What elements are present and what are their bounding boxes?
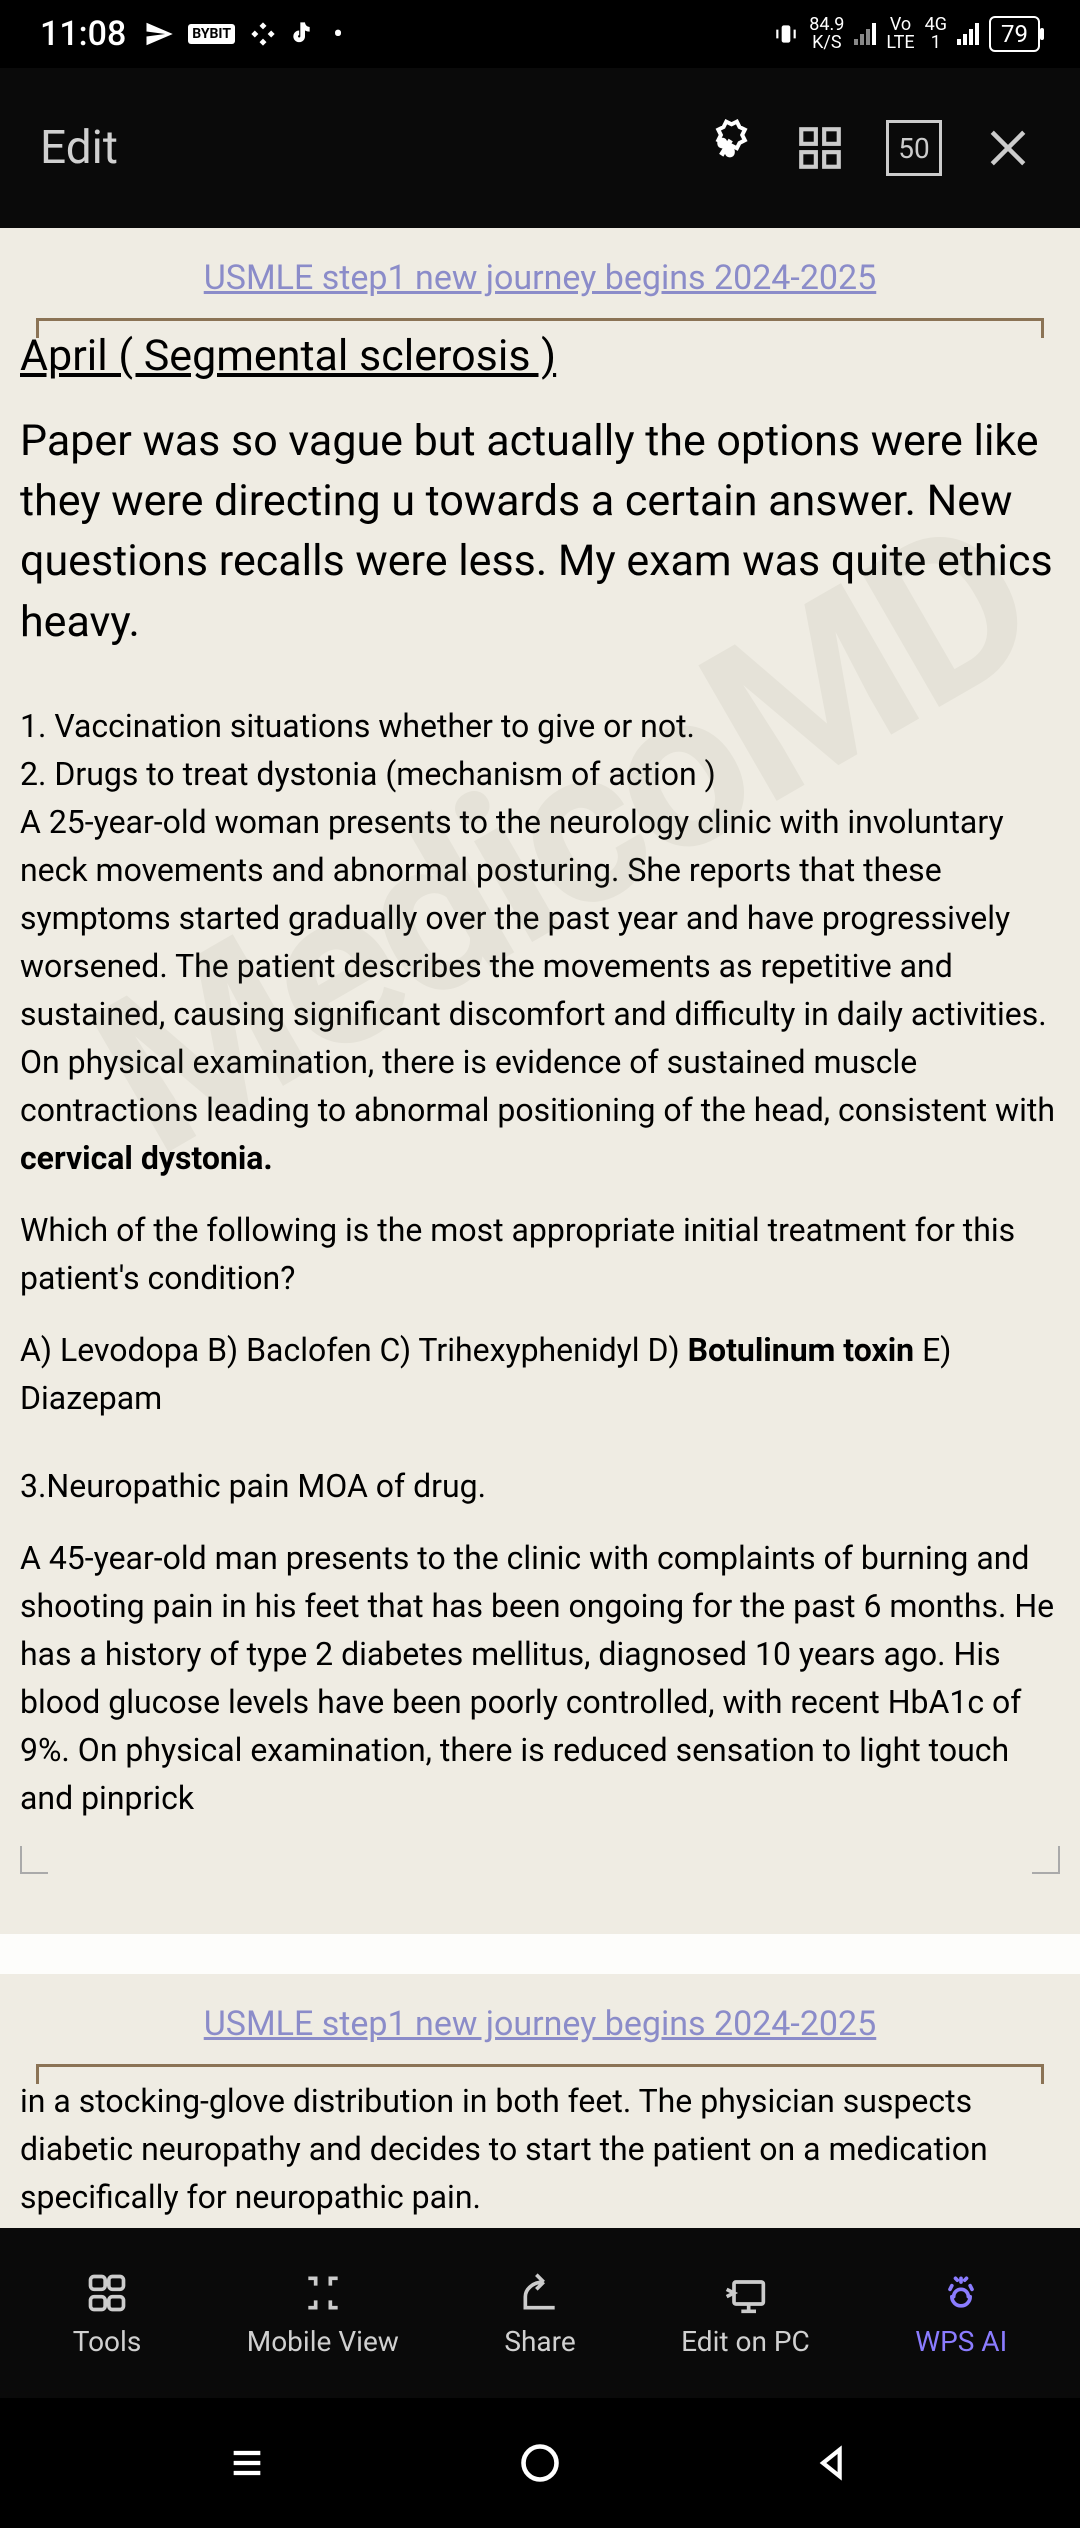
svg-text:%: % [718, 136, 734, 161]
share-label: Share [504, 2325, 575, 2358]
recent-apps-button[interactable] [217, 2433, 277, 2493]
options1-text: A) Levodopa B) Baclofen C) Trihexyphenid… [20, 1326, 1060, 1422]
section-title: April ( Segmental sclerosis ) [20, 331, 1060, 381]
share-button[interactable]: Share [504, 2269, 575, 2358]
document-viewport[interactable]: MedicoMD USMLE step1 new journey begins … [0, 228, 1080, 2228]
status-bar: 11:08 BYBIT • 84.9 K/S Vo LTE 4G 1 79 [0, 0, 1080, 68]
page-border-top-2 [36, 2064, 1044, 2067]
page-header-link[interactable]: USMLE step1 new journey begins 2024-2025 [20, 258, 1060, 298]
q3-text: 3.Neuropathic pain MOA of drug. [20, 1462, 1060, 1510]
edit-pc-button[interactable]: Edit on PC [681, 2269, 810, 2358]
signal-bars-1 [854, 23, 876, 45]
speed-unit: K/S [812, 34, 841, 52]
wpsai-label: WPS AI [915, 2325, 1007, 2358]
opt1a: A) Levodopa B) Baclofen C) Trihexyphenid… [20, 1331, 688, 1369]
network-speed: 84.9 K/S [809, 16, 844, 52]
close-icon[interactable] [976, 116, 1040, 180]
opt1b: Botulinum toxin [688, 1331, 915, 1369]
vibrate-icon [773, 21, 799, 47]
discount-icon[interactable]: % [694, 116, 758, 180]
q2-line: 2. Drugs to treat dystonia (mechanism of… [20, 755, 716, 793]
signal-bars-2 [957, 23, 979, 45]
case2-text: A 45-year-old man presents to the clinic… [20, 1534, 1060, 1822]
bottom-toolbar: Tools Mobile View Share Edit on PC WPS A… [0, 2228, 1080, 2398]
case2-cont: in a stocking-glove distribution in both… [20, 2077, 1060, 2221]
app-toolbar: Edit % 50 [0, 68, 1080, 228]
lte-label: LTE [886, 34, 914, 52]
bybit-icon: BYBIT [188, 24, 235, 44]
q1-line: 1. Vaccination situations whether to giv… [20, 707, 695, 745]
network-1: Vo LTE [886, 16, 914, 52]
mobile-label: Mobile View [247, 2325, 399, 2358]
document-page-1: MedicoMD USMLE step1 new journey begins … [0, 228, 1080, 1934]
editpc-label: Edit on PC [681, 2325, 810, 2358]
back-button[interactable] [803, 2433, 863, 2493]
home-button[interactable] [510, 2433, 570, 2493]
intro-text: Paper was so vague but actually the opti… [20, 411, 1060, 652]
grid-icon[interactable] [788, 116, 852, 180]
sim-label: 1 [931, 34, 941, 52]
page-corners-bottom [20, 1846, 1060, 1874]
question1-text: Which of the following is the most appro… [20, 1206, 1060, 1302]
battery-level: 79 [989, 16, 1040, 52]
wps-ai-button[interactable]: WPS AI [915, 2269, 1007, 2358]
mobile-view-button[interactable]: Mobile View [247, 2269, 399, 2358]
tiktok-icon [291, 20, 319, 48]
dot-icon: • [333, 17, 343, 52]
diamond-icon [249, 20, 277, 48]
network-2: 4G 1 [925, 16, 947, 52]
system-nav-bar [0, 2398, 1080, 2528]
status-time: 11:08 [40, 14, 126, 54]
tools-button[interactable]: Tools [73, 2269, 142, 2358]
app-title: Edit [40, 121, 664, 175]
send-icon [144, 19, 174, 49]
page-gap [0, 1934, 1080, 1974]
page-header-link-2[interactable]: USMLE step1 new journey begins 2024-2025 [20, 2004, 1060, 2044]
case1-text: A 25-year-old woman presents to the neur… [20, 803, 1055, 1129]
document-page-2: USMLE step1 new journey begins 2024-2025… [0, 1974, 1080, 2228]
q1-text: 1. Vaccination situations whether to giv… [20, 702, 1060, 1182]
case1-bold: cervical dystonia. [20, 1139, 273, 1177]
zoom-indicator[interactable]: 50 [882, 116, 946, 180]
tools-label: Tools [73, 2325, 142, 2358]
page-border-top [36, 318, 1044, 321]
